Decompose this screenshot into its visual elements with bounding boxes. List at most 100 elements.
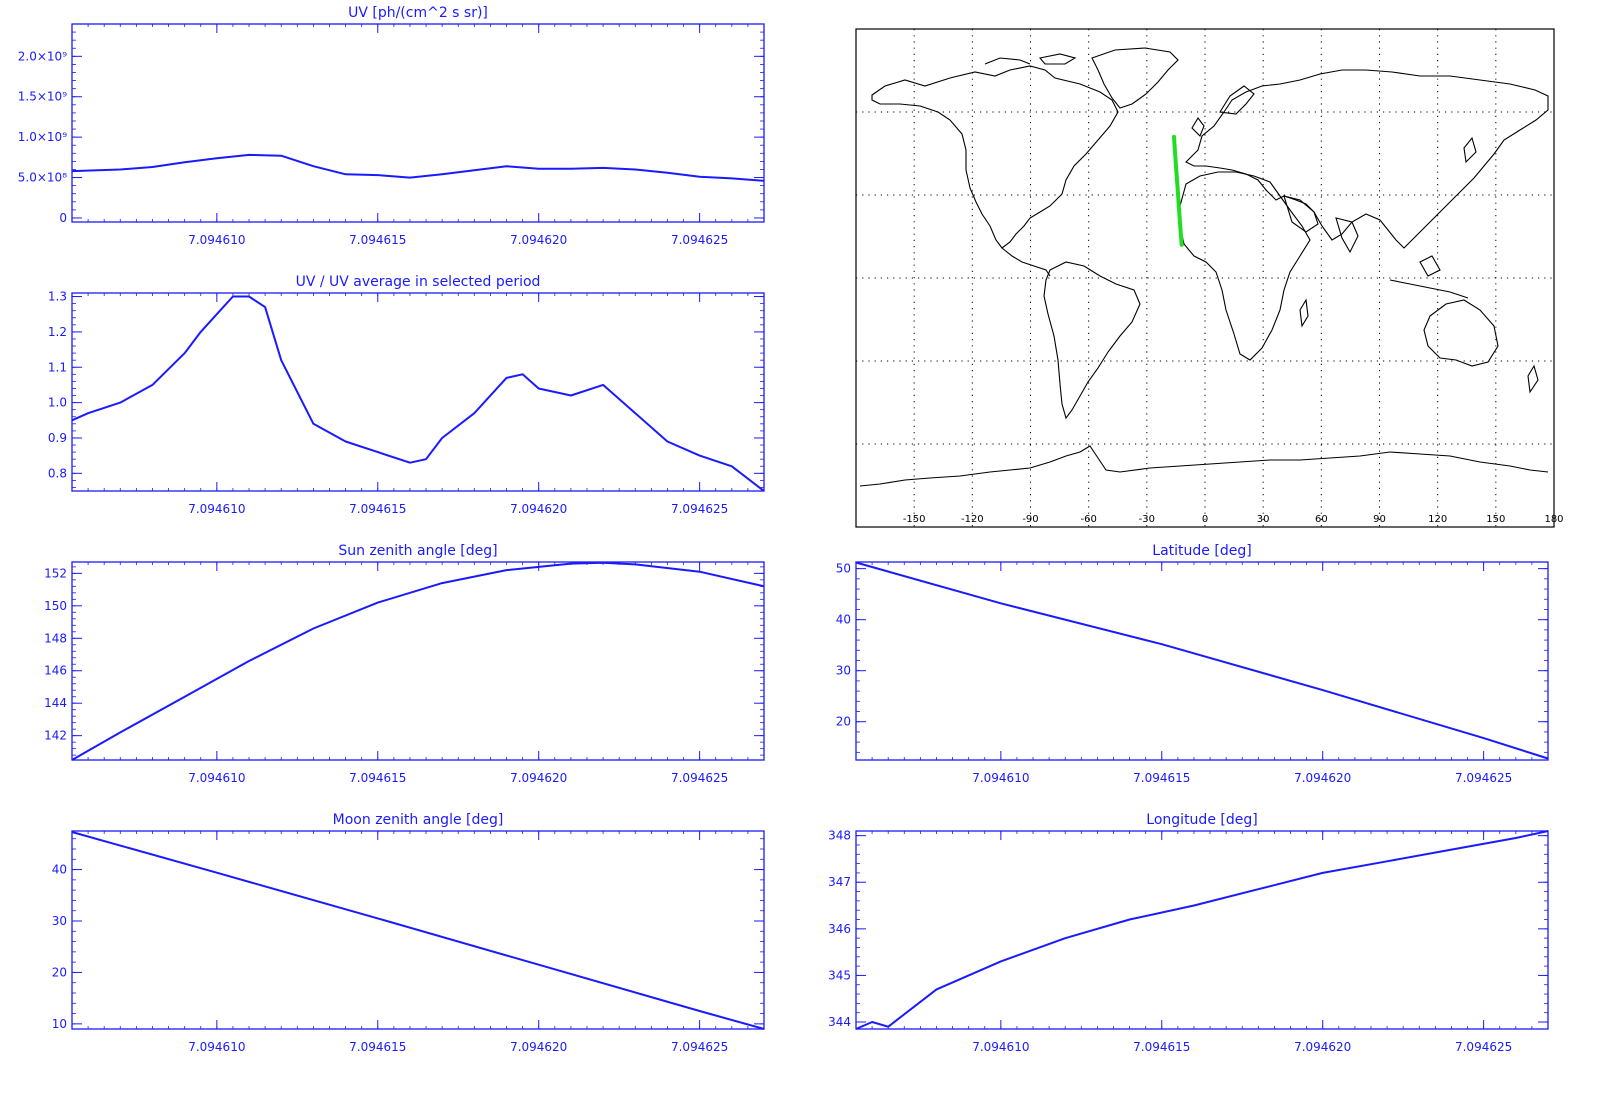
map-lon-tick-label: 90 xyxy=(1373,514,1386,525)
chart-title: Latitude [deg] xyxy=(1152,543,1251,559)
map-lon-tick-label: -150 xyxy=(903,514,926,525)
south-america-outline xyxy=(1043,261,1141,420)
map-lon-tick-label: 180 xyxy=(1544,514,1563,525)
indonesia-outline xyxy=(1389,255,1469,299)
chart-lat: Latitude [deg] 7.094610 7.094615 7.094620 7.… xyxy=(836,543,1549,785)
x-tick-label: 7.094625 xyxy=(671,502,728,516)
plot-frame xyxy=(71,830,765,1030)
madagascar-outline xyxy=(1299,298,1309,328)
series-line xyxy=(855,830,1549,1030)
x-tick-label: 7.094620 xyxy=(1294,771,1351,785)
plot-frame xyxy=(71,292,765,492)
chart-ratio: UV / UV average in selected period 7.0946… xyxy=(48,274,765,516)
y-tick-label: 40 xyxy=(836,613,851,627)
y-tick-label: 152 xyxy=(44,566,67,580)
y-tick-label: 30 xyxy=(52,914,67,928)
y-tick-label: 50 xyxy=(836,562,851,576)
map-lon-tick-label: -30 xyxy=(1139,514,1155,525)
chart-title: Longitude [deg] xyxy=(1146,812,1257,828)
new-zealand-outline xyxy=(1527,364,1539,394)
y-tick-label: 2.0×10⁹ xyxy=(18,49,67,63)
y-tick-label: 344 xyxy=(828,1015,851,1029)
y-tick-label: 148 xyxy=(44,631,67,645)
x-tick-label: 7.094620 xyxy=(510,233,567,247)
scandinavia-outline xyxy=(1219,85,1255,115)
chart-title: Sun zenith angle [deg] xyxy=(338,543,497,559)
x-tick-label: 7.094610 xyxy=(188,502,245,516)
map-lon-tick-label: -120 xyxy=(961,514,984,525)
y-tick-label: 150 xyxy=(44,599,67,613)
series-line xyxy=(71,561,765,761)
x-tick-label: 7.094610 xyxy=(188,1040,245,1054)
map-lon-tick-label: 60 xyxy=(1315,514,1328,525)
y-tick-label: 142 xyxy=(44,729,67,743)
y-tick-label: 0.8 xyxy=(48,466,67,480)
plot-frame xyxy=(855,830,1549,1030)
y-tick-label: 10 xyxy=(52,1017,67,1031)
y-tick-label: 1.3 xyxy=(48,290,67,304)
map-lon-tick-label: 150 xyxy=(1486,514,1505,525)
chart-sun: Sun zenith angle [deg] 7.094610 7.094615 7.… xyxy=(44,543,765,785)
x-tick-label: 7.094610 xyxy=(972,1040,1029,1054)
map-lon-tick-label: 120 xyxy=(1428,514,1447,525)
y-tick-label: 30 xyxy=(836,664,851,678)
y-tick-label: 20 xyxy=(52,965,67,979)
y-tick-label: 0 xyxy=(59,211,67,225)
y-tick-label: 144 xyxy=(44,696,67,710)
japan-outline xyxy=(1463,136,1477,164)
x-tick-label: 7.094620 xyxy=(1294,1040,1351,1054)
x-tick-label: 7.094625 xyxy=(671,771,728,785)
x-tick-label: 7.094625 xyxy=(1455,771,1512,785)
x-tick-label: 7.094620 xyxy=(510,771,567,785)
x-tick-label: 7.094625 xyxy=(671,1040,728,1054)
y-tick-label: 348 xyxy=(828,829,851,843)
y-tick-label: 40 xyxy=(52,863,67,877)
y-tick-label: 346 xyxy=(828,922,851,936)
chart-uv: UV [ph/(cm^2 s sr)] 7.094610 7.094615 7.094… xyxy=(18,5,765,247)
x-tick-label: 7.094615 xyxy=(349,1040,406,1054)
africa-outline xyxy=(1179,171,1311,361)
chart-moon: Moon zenith angle [deg] 7.094610 7.094615 7… xyxy=(52,812,765,1054)
map-coastlines xyxy=(859,47,1549,487)
series-line xyxy=(71,831,765,1030)
y-tick-label: 1.0 xyxy=(48,396,67,410)
x-tick-label: 7.094625 xyxy=(671,233,728,247)
series-line xyxy=(855,561,1549,760)
map-lon-tick-label: -90 xyxy=(1022,514,1038,525)
x-tick-label: 7.094625 xyxy=(1455,1040,1512,1054)
x-tick-label: 7.094610 xyxy=(188,771,245,785)
y-tick-label: 1.2 xyxy=(48,325,67,339)
chart-title: UV [ph/(cm^2 s sr)] xyxy=(348,5,488,21)
series-line xyxy=(71,153,765,182)
x-tick-label: 7.094610 xyxy=(188,233,245,247)
x-tick-label: 7.094615 xyxy=(349,502,406,516)
plot-frame xyxy=(855,561,1549,761)
antarctica-outline xyxy=(859,445,1549,487)
plot-frame xyxy=(71,23,765,223)
chart-title: Moon zenith angle [deg] xyxy=(333,812,504,828)
plot-frame xyxy=(71,561,765,761)
map-lon-tick-label: -60 xyxy=(1080,514,1096,525)
british-isles-outline xyxy=(1191,117,1205,137)
y-tick-label: 20 xyxy=(836,715,851,729)
arctic-islands-outline xyxy=(984,53,1077,65)
chart-lon: Longitude [deg] 7.094610 7.094615 7.094620 7… xyxy=(828,812,1549,1054)
y-tick-label: 1.5×10⁹ xyxy=(18,90,67,104)
map-lon-tick-label: 30 xyxy=(1257,514,1270,525)
world-map: -150 -120 -90 -60 -30 0 30 60 90 120 150 180 xyxy=(855,28,1564,528)
x-tick-label: 7.094620 xyxy=(510,1040,567,1054)
arabia-outline xyxy=(1283,195,1319,233)
greenland-outline xyxy=(1091,47,1179,109)
y-tick-label: 1.1 xyxy=(48,360,67,374)
x-tick-label: 7.094615 xyxy=(349,233,406,247)
map-longitude-axis: -150 -120 -90 -60 -30 0 30 60 90 120 150 180 xyxy=(903,514,1564,525)
y-tick-label: 5.0×10⁸ xyxy=(18,171,67,185)
north-america-outline xyxy=(871,65,1119,249)
y-tick-label: 1.0×10⁹ xyxy=(18,130,67,144)
x-tick-label: 7.094615 xyxy=(349,771,406,785)
x-tick-label: 7.094615 xyxy=(1133,771,1190,785)
x-tick-label: 7.094615 xyxy=(1133,1040,1190,1054)
chart-title: UV / UV average in selected period xyxy=(296,274,541,290)
y-tick-label: 345 xyxy=(828,968,851,982)
